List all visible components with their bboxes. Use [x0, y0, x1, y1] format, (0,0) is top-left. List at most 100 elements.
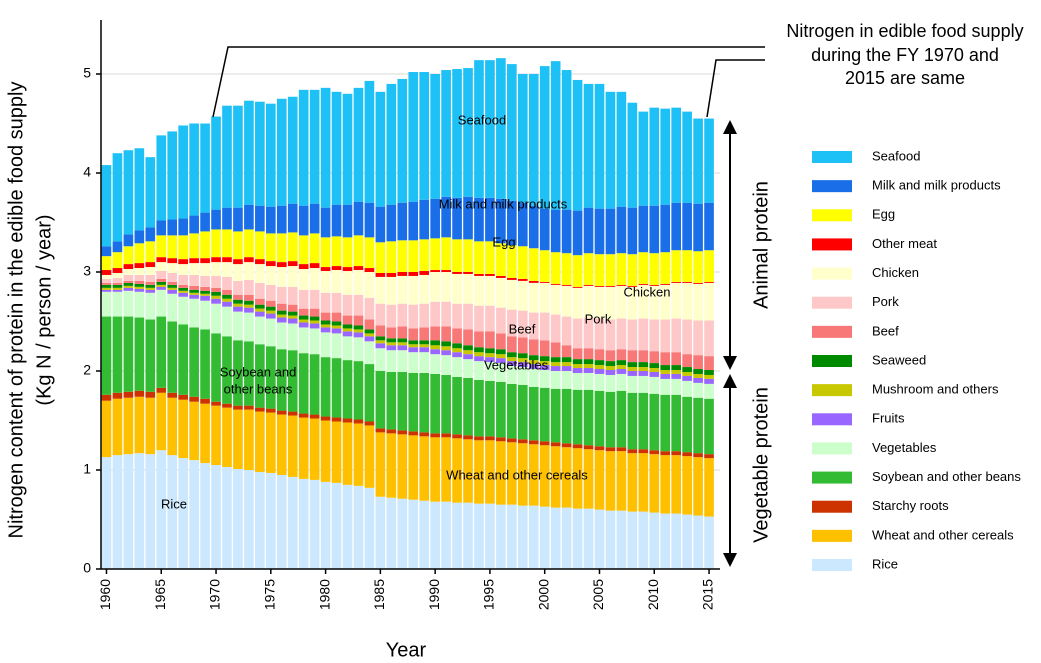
bar-segment [594, 450, 605, 510]
bar-segment [474, 273, 484, 276]
x-tick-label: 1965 [152, 579, 168, 610]
bar-segment [605, 361, 616, 367]
bar-segment [309, 354, 320, 415]
y-tick-label: 0 [83, 560, 91, 576]
legend-swatch [812, 267, 852, 280]
bar-segment [605, 374, 616, 392]
bar-segment [496, 363, 506, 382]
legend-label: Pork [872, 294, 899, 309]
bar-segment [200, 123, 210, 213]
bar-segment [594, 285, 605, 287]
bar-segment [507, 352, 517, 358]
bar-segment [178, 399, 188, 459]
bar-segment [528, 355, 539, 361]
bar-segment [682, 367, 692, 372]
bar-segment [364, 341, 375, 365]
bar-segment [660, 451, 671, 456]
bar-segment [572, 448, 583, 509]
bar-segment [342, 267, 353, 272]
bar-segment [430, 326, 440, 341]
bar-segment [156, 271, 167, 279]
bar-segment [145, 292, 156, 320]
bar-segment [671, 455, 681, 514]
bar-segment [616, 349, 627, 361]
bar-segment [660, 370, 671, 374]
bar-segment [594, 509, 605, 569]
bar-segment [386, 433, 397, 498]
bar-segment [539, 356, 550, 362]
bar-segment [123, 234, 134, 247]
bar-segment [189, 263, 199, 275]
bar-segment [386, 345, 397, 351]
bar-segment [134, 317, 145, 391]
bar-segment [507, 309, 517, 337]
bar-segment [550, 357, 561, 363]
bar-segment [112, 153, 123, 242]
bar-segment [123, 316, 134, 392]
bar-segment [463, 502, 473, 569]
bar-segment [167, 289, 178, 294]
bar-segment [189, 396, 199, 402]
bar-segment [178, 218, 188, 236]
bar-segment [474, 275, 484, 306]
bar-segment [386, 272, 397, 277]
bar-segment [496, 275, 506, 278]
bar-segment [649, 371, 660, 377]
bar-segment [200, 329, 210, 399]
bar-segment [375, 343, 386, 349]
bar-segment [397, 303, 408, 327]
legend-label: Starchy roots [872, 498, 949, 513]
bar-segment [112, 392, 123, 399]
bar-segment [211, 303, 221, 334]
bar-segment [474, 60, 484, 198]
bar-segment [211, 229, 221, 258]
bar-segment [156, 235, 167, 258]
bar-segment [101, 274, 112, 279]
bar-segment [265, 318, 276, 347]
bar-segment [200, 275, 210, 287]
bar-segment [375, 432, 386, 497]
bar-segment [255, 411, 265, 472]
bar-segment [671, 202, 681, 251]
bar-segment [123, 290, 134, 317]
bar-segment [112, 398, 123, 456]
bar-segment [178, 235, 188, 260]
x-tick-label: 2000 [535, 579, 551, 610]
bar-segment [649, 368, 660, 372]
x-tick-label: 1985 [371, 579, 387, 610]
bar-segment [507, 336, 517, 353]
bar-segment [233, 306, 243, 312]
bar-segment [309, 316, 320, 321]
bar-segment [353, 87, 364, 202]
bar-segment [463, 377, 473, 436]
bar-segment [463, 350, 473, 355]
y-axis-label: Nitrogen content of protein in the edibl… [5, 82, 27, 539]
bar-segment [331, 417, 342, 422]
bar-segment [408, 72, 419, 202]
bar-segment [496, 58, 506, 199]
bar-segment [561, 507, 572, 569]
bar-segment [605, 391, 616, 448]
bar-segment [627, 453, 638, 512]
bar-segment [550, 366, 561, 371]
bar-segment [561, 253, 572, 285]
bar-segment [704, 118, 714, 203]
group-label: Animal protein [750, 181, 772, 309]
bar-segment [408, 275, 419, 305]
bar-segment [496, 349, 506, 355]
bar-segment [452, 303, 462, 329]
bar-segment [594, 83, 605, 209]
bar-segment [233, 311, 243, 341]
bar-segment [342, 294, 353, 316]
bar-segment [287, 286, 298, 305]
bar-segment [528, 282, 539, 313]
bar-segment [342, 418, 353, 423]
bar-segment [616, 284, 627, 286]
bar-segment [276, 410, 287, 415]
legend-swatch [812, 384, 852, 397]
bar-segment [298, 315, 309, 320]
bar-segment [364, 80, 375, 203]
vegetable-bracket [723, 374, 737, 567]
bar-segment [572, 286, 583, 288]
bar-segment [671, 451, 681, 456]
